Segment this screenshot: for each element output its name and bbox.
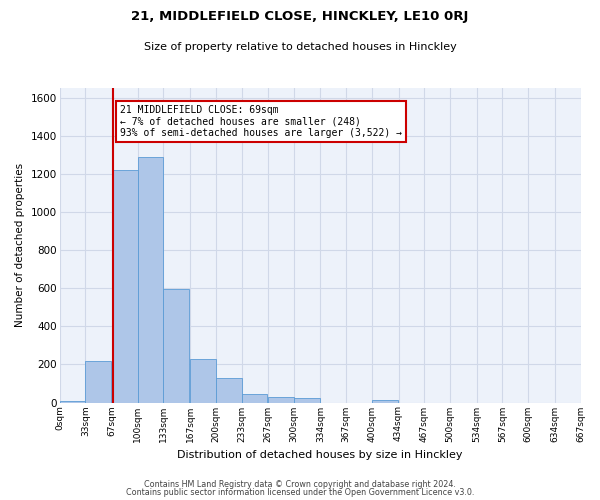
Bar (163, 289, 189, 403)
Bar (294, 398, 320, 402)
Bar (85, 360, 111, 403)
Y-axis label: Number of detached properties: Number of detached properties (15, 163, 25, 328)
X-axis label: Distribution of detached houses by size in Hinckley: Distribution of detached houses by size … (177, 450, 463, 460)
Text: 21, MIDDLEFIELD CLOSE, HINCKLEY, LE10 0RJ: 21, MIDDLEFIELD CLOSE, HINCKLEY, LE10 0R… (131, 10, 469, 23)
Bar (268, 397, 294, 402)
Bar (137, 156, 163, 402)
Bar (112, 170, 137, 402)
Bar (190, 358, 216, 403)
Text: Size of property relative to detached houses in Hinckley: Size of property relative to detached ho… (143, 42, 457, 52)
Bar (372, 400, 398, 402)
Text: 21 MIDDLEFIELD CLOSE: 69sqm
← 7% of detached houses are smaller (248)
93% of sem: 21 MIDDLEFIELD CLOSE: 69sqm ← 7% of deta… (120, 105, 402, 138)
Bar (59, 400, 85, 402)
Bar (216, 378, 242, 402)
Text: Contains HM Land Registry data © Crown copyright and database right 2024.: Contains HM Land Registry data © Crown c… (144, 480, 456, 489)
Bar (242, 394, 268, 402)
Text: Contains public sector information licensed under the Open Government Licence v3: Contains public sector information licen… (126, 488, 474, 497)
